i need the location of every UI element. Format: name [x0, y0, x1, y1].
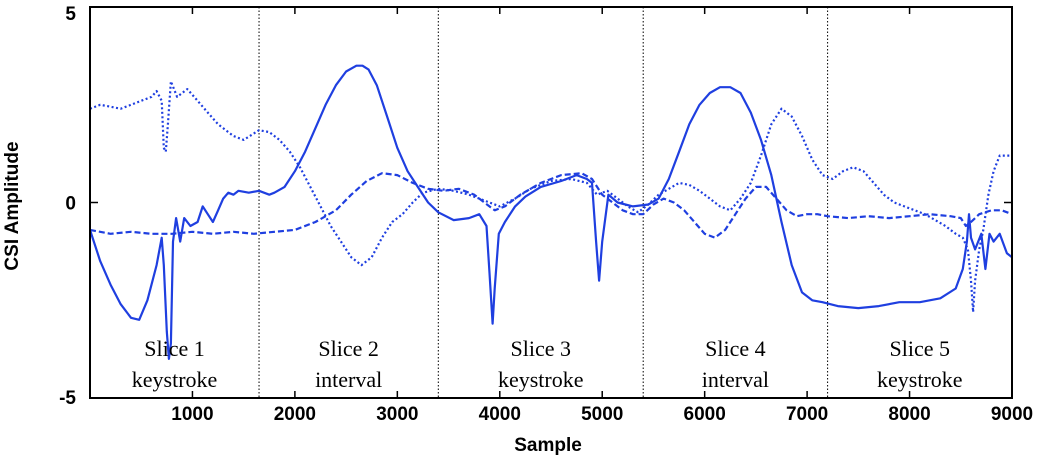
y-tick-label--5: -5: [59, 388, 76, 409]
slice-sublabel-3: keystroke: [498, 367, 584, 392]
x-tick-label-5000: 5000: [581, 404, 623, 425]
slice-label-2: Slice 2: [318, 336, 379, 361]
slice-sublabel-4: interval: [702, 367, 769, 392]
slice-sublabel-5: keystroke: [877, 367, 963, 392]
slice-label-3: Slice 3: [511, 336, 572, 361]
y-axis-label: CSI Amplitude: [2, 141, 23, 270]
slice-label-1: Slice 1: [144, 336, 205, 361]
x-tick-label-9000: 9000: [991, 404, 1033, 425]
x-tick-label-4000: 4000: [479, 404, 521, 425]
slice-dividers: [258, 7, 829, 398]
x-tick-label-2000: 2000: [274, 404, 316, 425]
plot-area: [90, 7, 1012, 398]
y-tick-label-5: 5: [65, 4, 76, 25]
x-tick-label-6000: 6000: [684, 404, 726, 425]
x-tick-label-7000: 7000: [786, 404, 828, 425]
slice-labels: Slice 1 keystroke Slice 2 interval Slice 3 ke…: [132, 336, 963, 392]
series-line-dotted: [89, 80, 1012, 314]
x-axis-label: Sample: [514, 435, 582, 456]
plot-background: [90, 7, 1012, 398]
x-tick-label-8000: 8000: [888, 404, 930, 425]
slice-label-5: Slice 5: [890, 336, 951, 361]
x-tick-label-3000: 3000: [376, 404, 418, 425]
series-line-solid: [88, 64, 1013, 360]
slice-sublabel-1: keystroke: [132, 367, 218, 392]
slice-sublabel-2: interval: [315, 367, 382, 392]
series-line-dashed: [89, 172, 1013, 239]
series-layer: [88, 64, 1013, 360]
slice-label-4: Slice 4: [705, 336, 766, 361]
y-tick-label-0: 0: [65, 194, 76, 215]
x-tick-label-1000: 1000: [171, 404, 213, 425]
axes: 1000 2000 3000 4000 5000 6000 7000 8000 9000 5 0 -5: [59, 4, 1033, 425]
